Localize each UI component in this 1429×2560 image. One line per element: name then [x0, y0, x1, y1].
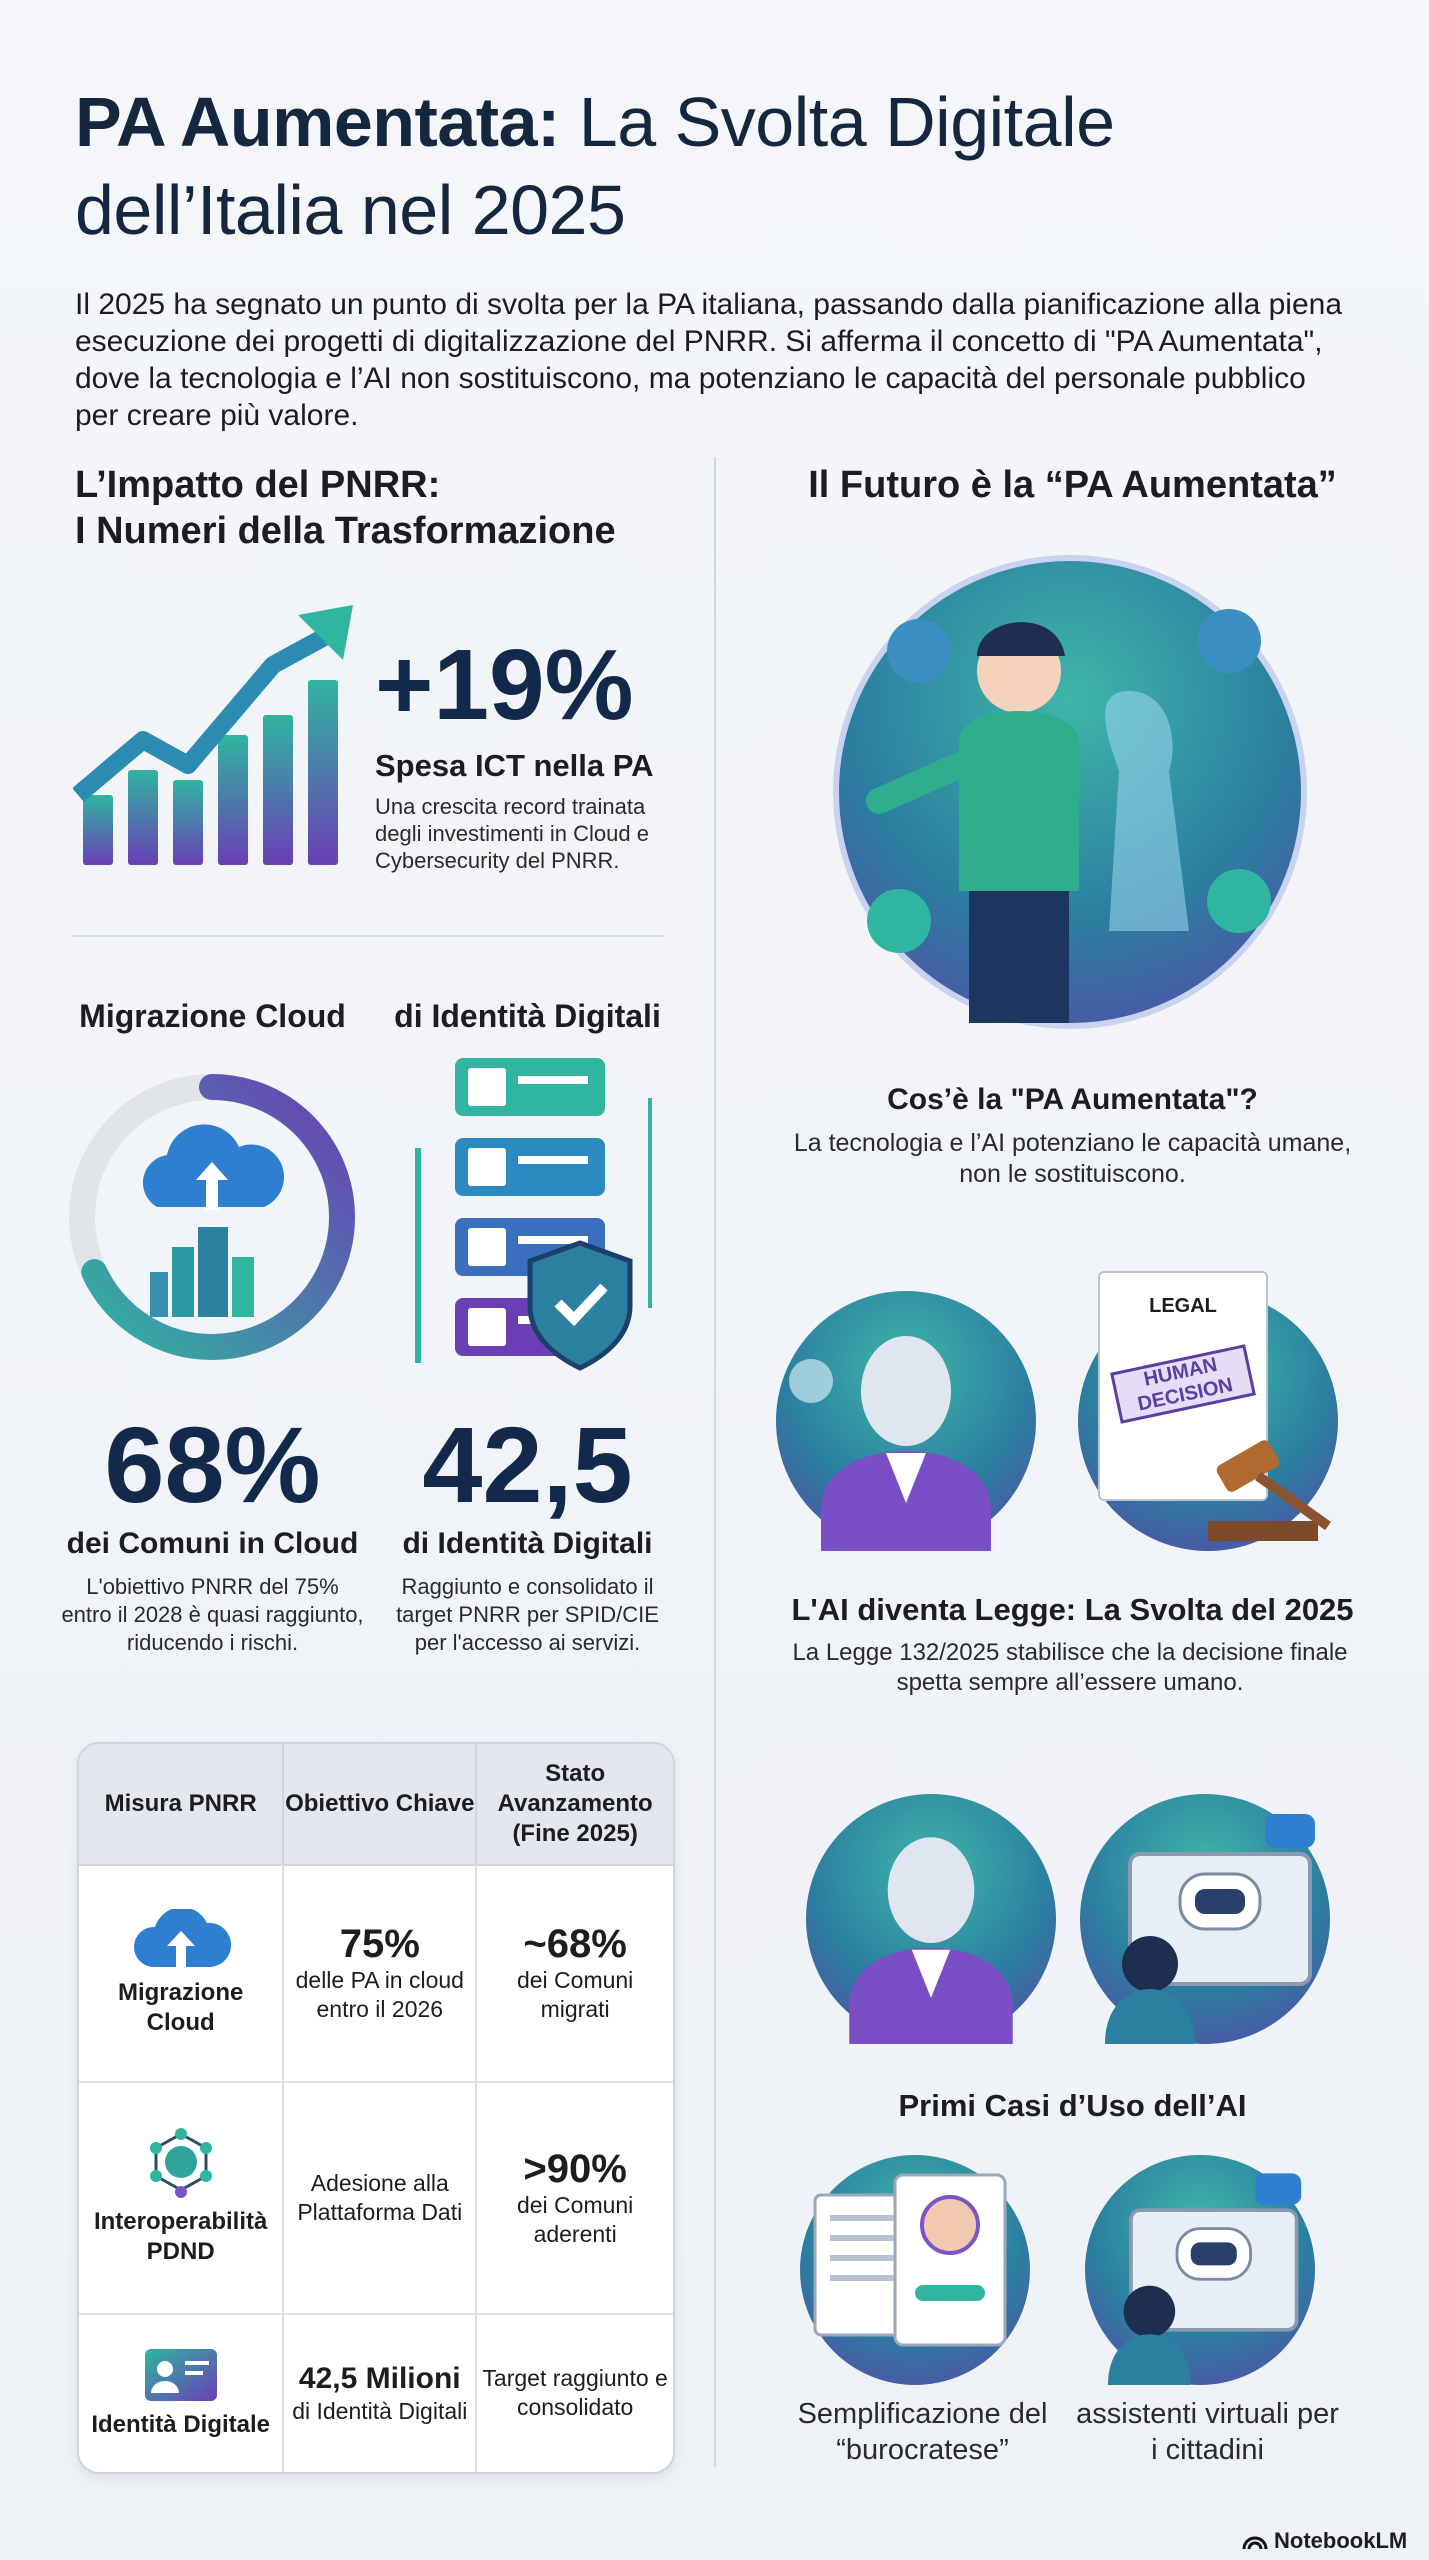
- intro-text: Il 2025 ha segnato un punto di svolta pe…: [75, 288, 1343, 432]
- law-title: L'AI diventa Legge: La Svolta del 2025: [791, 1592, 1354, 1627]
- cloud-city-icon: [142, 1124, 284, 1317]
- notebooklm-icon: [1242, 2536, 1268, 2550]
- ai-official-illustration-2: [806, 1794, 1056, 2044]
- cloud-upload-icon: [133, 1906, 231, 1967]
- digital-identity-cards-icon: [415, 1058, 652, 1371]
- what-desc: La tecnologia e l’AI potenziano le capac…: [793, 1129, 1352, 1188]
- identity-desc: Raggiunto e consolidato il target PNRR p…: [396, 1574, 659, 1655]
- official-person-icon: [789, 1336, 991, 1551]
- table-header: Stato Avanzamento (Fine 2025): [477, 1744, 673, 1866]
- ai-official-illustration: [776, 1291, 1036, 1551]
- progress-arc: [69, 1074, 355, 1360]
- legal-document: LEGAL HUMAN DECISION: [1098, 1271, 1268, 1501]
- right-heading: Il Futuro è la “PA Aumentata”: [808, 464, 1337, 506]
- identity-value: 42,5: [422, 1404, 633, 1525]
- pnrr-table: Misura PNRR Obiettivo Chiave Stato Avanz…: [77, 1742, 675, 2474]
- human-ai-figure-icon: [866, 609, 1271, 1023]
- growth-chart-icon: [73, 605, 353, 865]
- what-title: Cos’è la "PA Aumentata"?: [887, 1083, 1258, 1116]
- case1-caption: Semplificazione del “burocratese”: [797, 2398, 1048, 2466]
- ict-label: Spesa ICT nella PA: [375, 748, 654, 783]
- cloud-desc: L'obiettivo PNRR del 75% entro il 2028 è…: [61, 1574, 364, 1655]
- case2-caption: assistenti virtuali per i cittadini: [1076, 2398, 1339, 2466]
- robot-monitor-icon: [1105, 1814, 1315, 2044]
- table-header: Misura PNRR: [79, 1744, 285, 1866]
- cloud-title: Migrazione Cloud: [79, 998, 346, 1034]
- cloud-value: 68%: [104, 1404, 321, 1525]
- table-header-row: Misura PNRR Obiettivo Chiave Stato Avanz…: [79, 1744, 673, 1866]
- section-divider: [73, 935, 663, 937]
- identity-title: di Identità Digitali: [394, 998, 661, 1034]
- table-row: Identità Digitale 42,5 Milioni di Identit…: [79, 2314, 673, 2472]
- left-heading: L’Impatto del PNRR: I Numeri della Trasfo…: [75, 464, 616, 552]
- law-desc: La Legge 132/2025 stabilisce che la deci…: [792, 1639, 1348, 1696]
- document-profile-icon: [813, 2173, 1007, 2347]
- robot-monitor-icon: [1108, 2173, 1302, 2385]
- table-header: Obiettivo Chiave: [284, 1744, 478, 1866]
- human-decision-stamp: HUMAN DECISION: [1110, 1344, 1256, 1424]
- gavel-icon: [1208, 1440, 1331, 1541]
- cases-title: Primi Casi d’Uso dell’AI: [898, 2088, 1247, 2123]
- identity-label: di Identità Digitali: [402, 1527, 653, 1560]
- augmented-pa-illustration: [833, 555, 1307, 1029]
- official-person-icon: [849, 1837, 1013, 2044]
- virtual-assistant-illustration-2: [1085, 2155, 1315, 2385]
- virtual-assistant-illustration: [1080, 1794, 1330, 2044]
- simplification-illustration: [800, 2155, 1030, 2385]
- id-card-icon: [144, 2348, 217, 2401]
- ict-value: +19%: [375, 629, 634, 741]
- column-divider: [714, 457, 716, 2467]
- table-row: Interoperabilità PDND Adesione alla Plat…: [79, 2082, 673, 2315]
- notebooklm-logo: NotebookLM: [1242, 2528, 1407, 2554]
- table-row: Migrazione Cloud 75% delle PA in cloud en…: [79, 1866, 673, 2083]
- cloud-progress-ring: [69, 1074, 355, 1360]
- network-icon: [149, 2128, 212, 2199]
- ict-desc: Una crescita record trainata degli inves…: [375, 794, 649, 873]
- cloud-label: dei Comuni in Cloud: [66, 1527, 359, 1560]
- legal-decision-illustration: LEGAL HUMAN DECISION: [1078, 1271, 1338, 1551]
- page-title: PA Aumentata: La Svolta Digitale dell’Ita…: [75, 83, 1115, 249]
